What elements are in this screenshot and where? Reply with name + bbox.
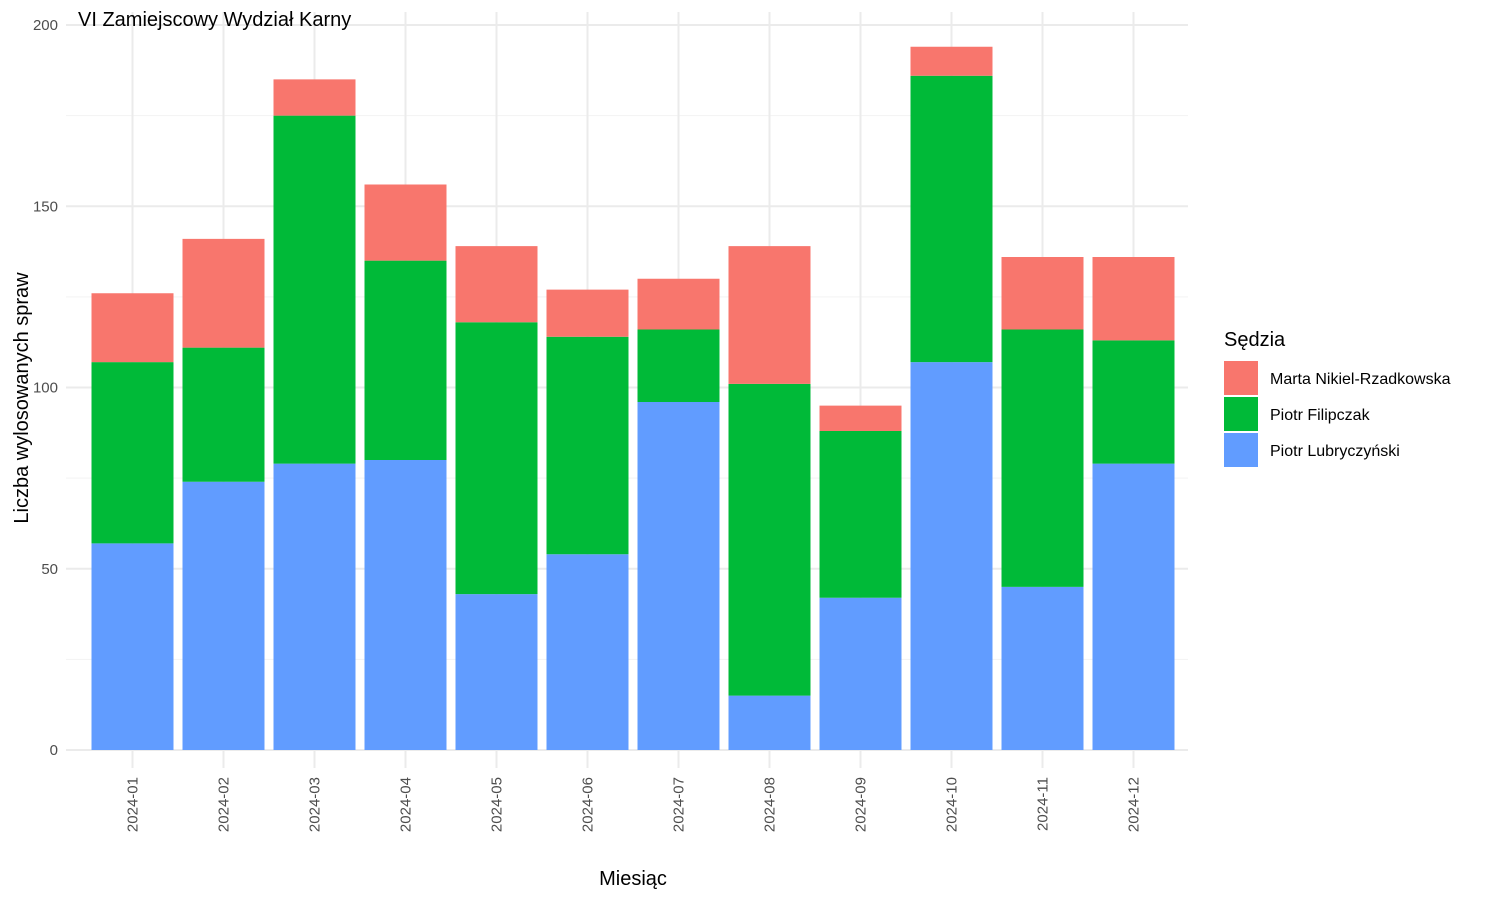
- bar-segment: [546, 336, 629, 555]
- bar-segment: [91, 293, 174, 363]
- bar-segment: [637, 329, 720, 402]
- y-axis-title: Liczba wylosowanych spraw: [11, 272, 33, 524]
- y-tick-label: 150: [33, 198, 58, 215]
- bar-segment: [728, 246, 811, 384]
- legend-swatch: [1224, 397, 1258, 431]
- bar-segment: [364, 260, 447, 460]
- bar-segment: [91, 362, 174, 544]
- bar-segment: [455, 322, 538, 595]
- y-tick-label: 100: [33, 380, 58, 397]
- legend-label: Piotr Lubryczyński: [1270, 443, 1400, 460]
- x-tick-label: 2024-10: [944, 777, 961, 832]
- bars: [91, 46, 1175, 750]
- legend-title: Sędzia: [1224, 329, 1286, 351]
- y-tick-label: 200: [33, 17, 58, 34]
- bar-segment: [1092, 340, 1175, 464]
- legend: Sędzia Marta Nikiel-Rzadkowska Piotr Fili…: [1224, 329, 1451, 467]
- bar-segment: [819, 431, 902, 598]
- x-axis-title: Miesiąc: [599, 868, 667, 890]
- bar-segment: [1001, 257, 1084, 330]
- bar-segment: [546, 289, 629, 337]
- bar-segment: [910, 75, 993, 363]
- x-tick-label: 2024-08: [762, 777, 779, 832]
- x-tick-label: 2024-06: [580, 777, 597, 832]
- bar-segment: [910, 46, 993, 76]
- x-axis-ticks: 2024-01 2024-02 2024-03 2024-04 2024-05 2024-…: [125, 777, 1143, 832]
- bar-segment: [1092, 463, 1175, 750]
- chart-title: VI Zamiejscowy Wydział Karny: [78, 9, 351, 31]
- bar-segment: [819, 405, 902, 431]
- x-tick-label: 2024-04: [398, 777, 415, 832]
- x-tick-label: 2024-03: [307, 777, 324, 832]
- x-tick-label: 2024-02: [216, 777, 233, 832]
- bar-segment: [455, 246, 538, 323]
- bar-segment: [364, 184, 447, 261]
- y-axis-ticks: 0 50 100 150 200: [33, 17, 58, 759]
- bar-segment: [728, 383, 811, 696]
- legend-swatch: [1224, 361, 1258, 395]
- x-tick-label: 2024-01: [125, 777, 142, 832]
- bar-segment: [819, 597, 902, 750]
- bar-segment: [182, 347, 265, 482]
- bar-segment: [546, 554, 629, 750]
- bar-segment: [637, 278, 720, 330]
- bar-segment: [91, 543, 174, 750]
- bar-segment: [728, 695, 811, 750]
- bar-segment: [1092, 257, 1175, 341]
- x-tick-label: 2024-12: [1126, 777, 1143, 832]
- bar-segment: [273, 115, 356, 464]
- bar-segment: [455, 594, 538, 750]
- y-tick-label: 50: [41, 561, 58, 578]
- bar-segment: [273, 79, 356, 116]
- bar-segment: [182, 238, 265, 348]
- x-tick-label: 2024-07: [671, 777, 688, 832]
- x-tick-label: 2024-05: [489, 777, 506, 832]
- bar-segment: [1001, 586, 1084, 750]
- legend-label: Marta Nikiel-Rzadkowska: [1270, 371, 1451, 388]
- legend-swatch: [1224, 433, 1258, 467]
- bar-segment: [364, 460, 447, 750]
- legend-label: Piotr Filipczak: [1270, 407, 1371, 424]
- y-tick-label: 0: [50, 742, 58, 759]
- bar-segment: [273, 463, 356, 750]
- bar-segment: [910, 362, 993, 750]
- bar-segment: [1001, 329, 1084, 587]
- x-tick-label: 2024-09: [853, 777, 870, 832]
- x-tick-label: 2024-11: [1035, 777, 1052, 831]
- bar-segment: [637, 402, 720, 750]
- bar-segment: [182, 481, 265, 750]
